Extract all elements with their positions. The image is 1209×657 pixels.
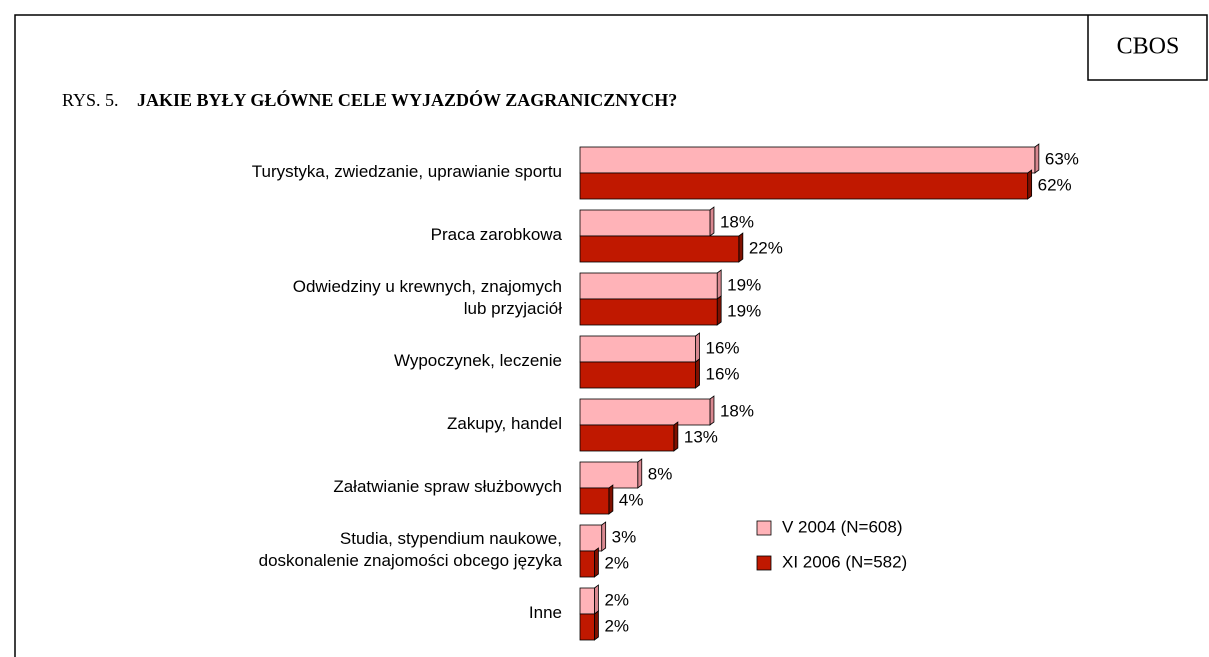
category-label: Wypoczynek, leczenie (394, 351, 562, 370)
bar-side (695, 332, 700, 363)
bar-side (1027, 169, 1033, 200)
bar (579, 172, 1029, 200)
value-label: 19% (727, 275, 761, 294)
bar-side (608, 484, 614, 515)
value-label: 18% (720, 212, 754, 231)
value-label: 16% (706, 364, 740, 383)
chart-title: JAKIE BYŁY GŁÓWNE CELE WYJAZDÓW ZAGRANIC… (137, 89, 677, 110)
bar (579, 461, 639, 489)
value-label: 8% (648, 464, 673, 483)
frame (14, 14, 1208, 657)
category-label: Turystyka, zwiedzanie, uprawianie sportu (252, 162, 562, 181)
category-label: Odwiedziny u krewnych, znajomych lub przy… (293, 277, 563, 318)
bar (579, 298, 718, 326)
bar-side (673, 421, 679, 452)
bar-side (695, 358, 700, 389)
bar (579, 335, 696, 363)
legend-swatch (756, 520, 772, 536)
bar-side (594, 610, 599, 641)
value-label: 3% (612, 527, 637, 546)
legend-label: V 2004 (N=608) (782, 517, 903, 536)
value-label: 22% (749, 238, 783, 257)
bar-side (716, 295, 722, 326)
bar-side (594, 584, 599, 615)
value-label: 16% (706, 338, 740, 357)
value-label: 13% (684, 427, 718, 446)
value-label: 2% (604, 616, 629, 635)
bar (579, 272, 718, 300)
bar-side (1034, 143, 1040, 174)
bar-side (738, 232, 744, 263)
bar (579, 587, 595, 615)
bar-side (709, 206, 715, 237)
bar-side (709, 395, 715, 426)
legend-label: XI 2006 (N=582) (782, 552, 907, 571)
value-label: 63% (1045, 149, 1079, 168)
value-label: 2% (604, 553, 629, 572)
bar (579, 209, 711, 237)
bar (579, 398, 711, 426)
category-label: Załatwianie spraw służbowych (333, 477, 562, 496)
bar (579, 613, 595, 641)
value-label: 4% (619, 490, 644, 509)
category-label: Studia, stypendium naukowe, doskonalenie … (259, 529, 563, 570)
bar (579, 524, 603, 552)
category-label: Praca zarobkowa (431, 225, 563, 244)
value-label: 2% (604, 590, 629, 609)
bar-side (637, 458, 643, 489)
value-label: 62% (1038, 175, 1072, 194)
bar-side (594, 547, 599, 578)
bar (579, 550, 595, 578)
bar-side (716, 269, 722, 300)
legend-swatch (756, 555, 772, 571)
bar (579, 487, 610, 515)
bar-side (601, 521, 607, 552)
category-label: Zakupy, handel (447, 414, 562, 433)
bar (579, 146, 1036, 174)
bar (579, 361, 696, 389)
bar (579, 235, 740, 263)
bar (579, 424, 675, 452)
value-label: 19% (727, 301, 761, 320)
logo: CBOS (1117, 34, 1180, 60)
value-label: 18% (720, 401, 754, 420)
category-label: Inne (529, 603, 562, 622)
figure-label: RYS. 5. (62, 90, 119, 110)
